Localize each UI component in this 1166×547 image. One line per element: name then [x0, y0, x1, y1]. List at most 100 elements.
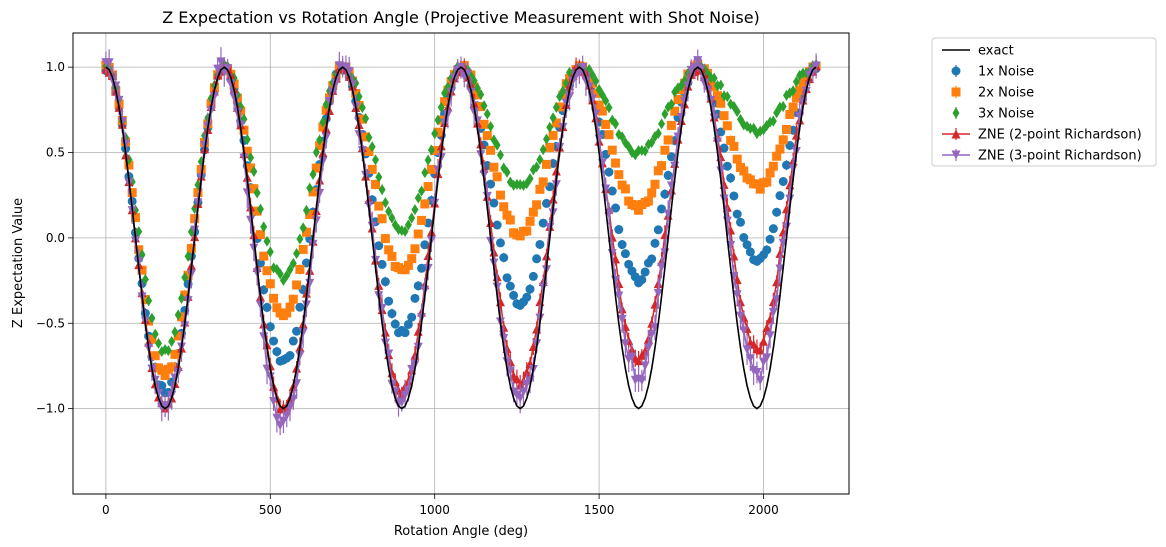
data-point: [778, 135, 788, 145]
data-point: [278, 416, 288, 426]
data-point: [732, 209, 742, 219]
data-point: [808, 67, 818, 77]
data-point: [371, 180, 381, 190]
data-point: [302, 204, 310, 216]
data-point: [250, 166, 258, 178]
data-point: [413, 281, 423, 291]
data-point: [811, 61, 821, 71]
data-point: [180, 290, 190, 300]
data-point: [262, 302, 272, 312]
data-point: [647, 188, 657, 198]
data-point: [263, 235, 271, 247]
data-point: [661, 108, 669, 120]
data-point: [427, 144, 435, 156]
data-point: [775, 144, 785, 154]
data-point: [289, 257, 297, 269]
data-point: [145, 295, 153, 307]
data-point: [420, 240, 430, 250]
data-point: [568, 76, 578, 86]
data-point: [634, 356, 644, 366]
data-point: [433, 165, 443, 175]
data-point: [630, 201, 640, 211]
data-point: [723, 91, 731, 103]
data-point: [648, 137, 656, 149]
data-point: [368, 141, 376, 153]
data-point: [423, 182, 433, 192]
data-point: [653, 225, 663, 235]
data-point: [752, 367, 762, 377]
data-point: [321, 132, 331, 142]
data-point: [362, 112, 370, 124]
legend-box: [931, 37, 1157, 167]
data-point: [495, 190, 505, 200]
data-point: [650, 179, 660, 189]
data-point: [486, 179, 496, 189]
data-point: [634, 205, 644, 215]
y-tick-label: −1.0: [36, 402, 65, 416]
data-point: [367, 164, 377, 174]
data-point: [653, 288, 663, 298]
legend-item-n2: 2x Noise: [951, 86, 1034, 101]
data-point: [177, 312, 187, 322]
data-point: [374, 201, 384, 211]
data-point: [546, 121, 554, 133]
data-point: [239, 125, 249, 135]
data-point: [533, 161, 541, 173]
data-point: [660, 145, 670, 155]
data-point: [689, 63, 699, 73]
data-point: [505, 281, 515, 291]
data-point: [492, 172, 502, 182]
data-point: [487, 120, 495, 132]
series-zne-3-point-richardson-: [101, 47, 821, 436]
legend-item-n3: 3x Noise: [952, 107, 1034, 122]
data-point: [663, 170, 673, 180]
data-point: [193, 188, 203, 198]
data-point: [137, 265, 147, 275]
data-point: [627, 352, 637, 362]
data-point: [604, 130, 614, 140]
data-point: [186, 243, 196, 253]
data-point: [592, 75, 600, 87]
data-point: [545, 223, 555, 233]
data-point: [518, 387, 528, 397]
data-point: [594, 134, 604, 144]
data-point: [765, 234, 775, 244]
data-point: [591, 88, 601, 98]
data-point: [505, 215, 515, 225]
data-point: [351, 88, 361, 98]
data-point: [499, 253, 509, 263]
data-point: [607, 145, 617, 155]
data-point: [384, 296, 394, 306]
data-point: [266, 246, 274, 258]
data-point: [285, 302, 295, 312]
data-point: [712, 137, 722, 147]
data-point: [472, 90, 482, 100]
data-point: [168, 336, 176, 348]
data-point: [147, 334, 157, 344]
data-point: [765, 331, 775, 341]
data-point: [407, 254, 417, 264]
data-point: [167, 362, 177, 372]
data-point: [181, 272, 189, 284]
series-line: [105, 64, 817, 411]
data-point: [509, 290, 519, 300]
data-point: [486, 145, 496, 155]
data-point: [722, 161, 732, 171]
data-point: [565, 92, 575, 102]
series-exact-line: [105, 66, 817, 410]
data-point: [262, 266, 272, 276]
data-point: [255, 300, 265, 310]
data-point: [515, 393, 525, 403]
data-point: [282, 308, 292, 318]
data-point: [726, 173, 736, 183]
data-point: [597, 106, 607, 116]
data-point: [401, 225, 409, 237]
legend-label: ZNE (2-point Richardson): [978, 128, 1142, 143]
data-point: [253, 187, 261, 199]
data-point: [242, 146, 252, 156]
data-point: [390, 319, 400, 329]
data-point: [306, 182, 314, 194]
data-point: [380, 234, 390, 244]
data-point: [246, 163, 256, 173]
